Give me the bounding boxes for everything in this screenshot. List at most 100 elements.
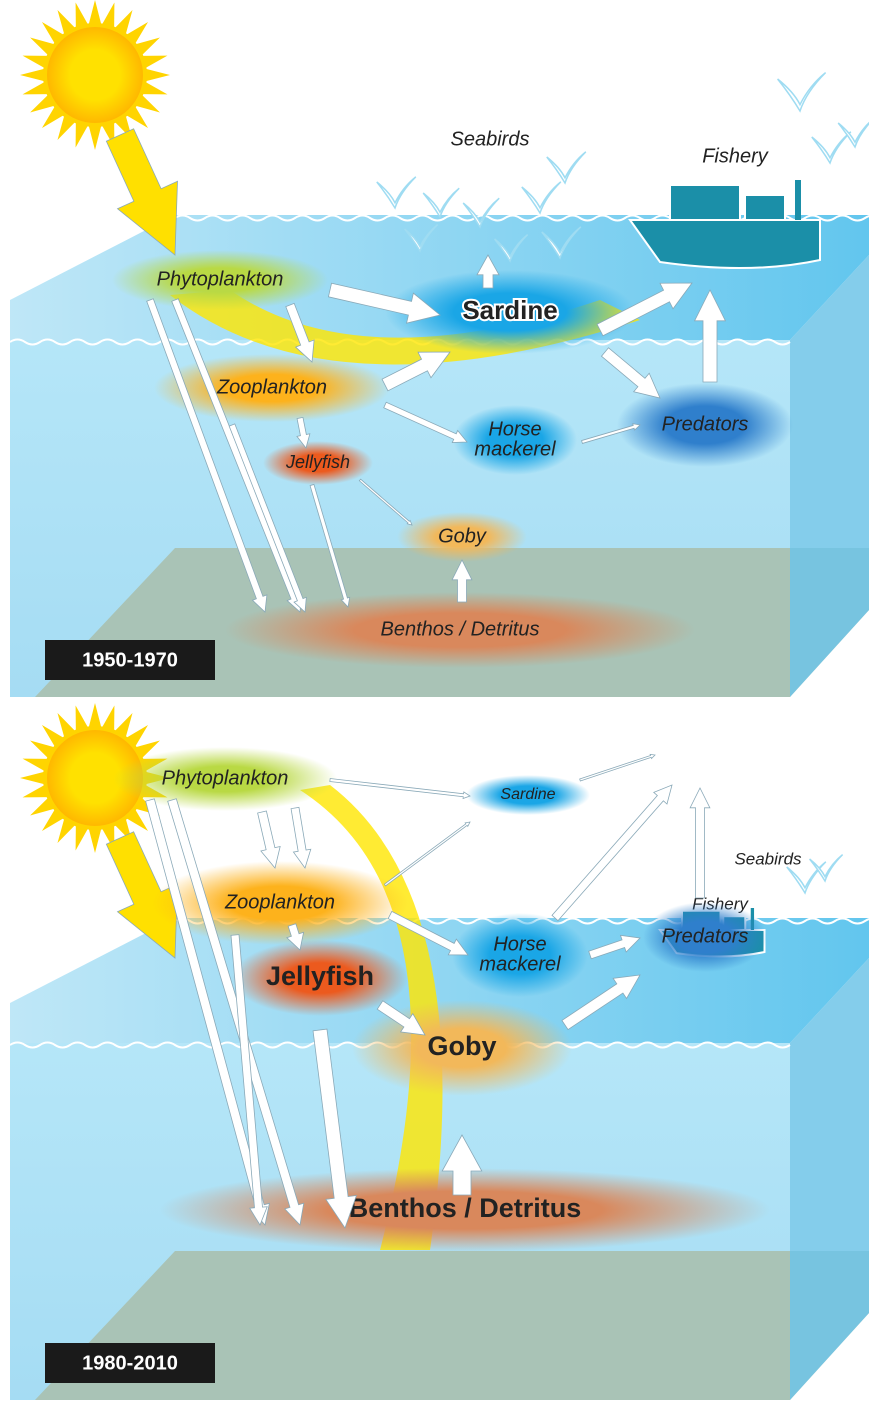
arrow <box>381 351 451 392</box>
period-label: 1980-2010 <box>82 1352 178 1374</box>
sun-ray <box>88 0 102 26</box>
seabird <box>786 861 827 895</box>
node-label: Benthos / Detritus <box>381 618 540 640</box>
sun-ray <box>20 68 46 82</box>
sun-ray <box>141 55 168 69</box>
node-bubble <box>225 592 695 668</box>
arrow <box>596 282 693 337</box>
sun-ray <box>75 2 89 29</box>
seabird <box>376 176 417 210</box>
sun-ray <box>101 2 115 29</box>
arrow <box>383 821 471 887</box>
seabird <box>462 197 500 229</box>
sun-ray <box>22 758 49 772</box>
seabird <box>404 224 439 253</box>
node-label: mackerel <box>474 438 556 460</box>
node-label: Sardine <box>462 295 557 325</box>
node-bubble <box>466 775 590 815</box>
arrow <box>588 934 641 960</box>
arrow <box>296 416 311 449</box>
arrow <box>441 1134 483 1196</box>
node-label: Goby <box>427 1031 496 1061</box>
water-side <box>790 958 869 1400</box>
arrow <box>286 923 305 951</box>
node-bubble <box>453 405 577 475</box>
node-bubble <box>263 441 373 485</box>
arrow <box>327 282 441 324</box>
arrow <box>167 798 305 1226</box>
sun-ray <box>22 55 49 69</box>
seabed <box>35 1251 869 1400</box>
node-label: Predators <box>662 413 749 435</box>
node-label: Jellyfish <box>266 961 374 991</box>
arrow <box>689 787 711 899</box>
arrow <box>228 423 307 613</box>
seabird <box>809 854 844 883</box>
arrow <box>230 934 268 1226</box>
water-side <box>790 255 869 697</box>
arrow <box>309 483 351 608</box>
node-label: Fishery <box>702 145 769 167</box>
arrow <box>451 559 473 603</box>
node-label: Goby <box>438 525 487 547</box>
sun-ray <box>75 705 89 732</box>
sun-ray <box>141 81 168 95</box>
boat-cabin <box>744 194 786 221</box>
seabird <box>811 131 852 165</box>
arrow <box>476 254 500 289</box>
node-label: Phytoplankton <box>157 268 284 290</box>
node-bubble <box>452 913 588 997</box>
node-bubble <box>397 512 527 562</box>
sun-ray <box>75 824 89 851</box>
node-label: Jellyfish <box>285 452 350 472</box>
node-bubble <box>232 940 408 1016</box>
arrow <box>579 753 656 782</box>
node-label: Seabirds <box>734 849 802 868</box>
period-label: 1950-1970 <box>82 649 178 671</box>
node-bubble <box>643 902 767 972</box>
boat <box>628 219 821 270</box>
seabird <box>546 151 587 185</box>
sun-ray <box>75 121 89 148</box>
node-label: Phytoplankton <box>162 767 289 789</box>
node-label: Benthos / Detritus <box>349 1193 582 1223</box>
node-label: mackerel <box>479 953 561 975</box>
arrow <box>600 347 661 399</box>
node-bubble <box>617 383 793 467</box>
sun-ray <box>88 703 102 729</box>
seabird <box>837 121 869 149</box>
sun-ray <box>101 705 115 732</box>
node-label: Zooplankton <box>224 891 335 913</box>
seabird <box>494 234 529 263</box>
arrow <box>581 423 641 444</box>
node-label: Zooplankton <box>216 376 327 398</box>
node-bubble <box>112 250 328 310</box>
arrow <box>146 298 268 613</box>
arrow <box>383 401 468 444</box>
arrow <box>358 478 413 526</box>
arrow <box>387 910 469 956</box>
node-label: Sardine <box>500 786 555 803</box>
node-label: Horse <box>488 418 541 440</box>
seabird <box>777 72 827 113</box>
node-bubble <box>113 747 337 811</box>
node-label: Predators <box>662 925 749 947</box>
sun-ray <box>144 68 170 82</box>
node-label: Horse <box>493 933 546 955</box>
arrow <box>285 302 315 363</box>
sun-ray <box>88 124 102 150</box>
arrow <box>561 974 641 1031</box>
node-bubble <box>152 861 408 945</box>
arrow <box>105 128 178 256</box>
seabird <box>521 181 562 215</box>
seabird <box>422 187 460 219</box>
period-box <box>45 640 215 680</box>
arrow <box>376 1000 426 1036</box>
sun <box>43 23 147 127</box>
sun-ray <box>22 81 49 95</box>
arrow <box>693 289 727 383</box>
arrow <box>329 778 471 800</box>
node-bubble <box>385 270 635 354</box>
arrow <box>312 1028 358 1229</box>
